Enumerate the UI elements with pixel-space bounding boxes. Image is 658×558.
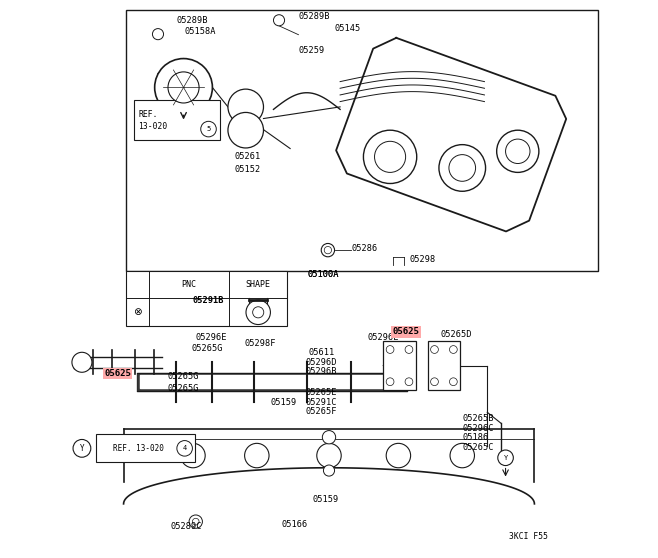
- Text: 05265G: 05265G: [192, 344, 223, 353]
- Text: ⊗: ⊗: [133, 307, 142, 318]
- Text: 05296C: 05296C: [463, 424, 494, 433]
- Bar: [428, 341, 460, 390]
- Circle shape: [405, 378, 413, 386]
- Polygon shape: [124, 429, 534, 504]
- Circle shape: [153, 28, 164, 40]
- Text: 05291B: 05291B: [193, 296, 224, 305]
- Circle shape: [322, 431, 336, 444]
- Circle shape: [324, 247, 332, 254]
- Text: 05100A: 05100A: [308, 270, 339, 279]
- Text: 4: 4: [182, 445, 187, 451]
- Circle shape: [324, 432, 334, 443]
- Text: SHAPE: SHAPE: [245, 280, 270, 289]
- Circle shape: [449, 378, 457, 386]
- Circle shape: [321, 243, 334, 257]
- Bar: [126, 271, 288, 326]
- Text: 05158A: 05158A: [185, 27, 216, 36]
- Text: 05296B: 05296B: [306, 367, 337, 376]
- Text: 05265G: 05265G: [168, 384, 199, 393]
- Text: 05152: 05152: [235, 165, 261, 174]
- Circle shape: [374, 141, 405, 172]
- Circle shape: [177, 441, 192, 456]
- Text: 3KCI F55: 3KCI F55: [509, 532, 548, 541]
- Text: 05298F: 05298F: [245, 339, 276, 348]
- Text: 13-020: 13-020: [138, 122, 167, 131]
- Text: 05296E: 05296E: [195, 333, 227, 342]
- Text: 05166: 05166: [282, 520, 308, 529]
- Circle shape: [192, 518, 199, 525]
- Bar: [96, 435, 195, 462]
- Text: Y: Y: [503, 455, 508, 461]
- Text: 05291C: 05291C: [306, 398, 337, 407]
- Text: 05159: 05159: [270, 398, 297, 407]
- Circle shape: [155, 59, 213, 116]
- Circle shape: [505, 139, 530, 163]
- Circle shape: [439, 145, 486, 191]
- Text: 05289B: 05289B: [299, 12, 330, 21]
- Text: 5: 5: [207, 126, 211, 132]
- Text: 05159: 05159: [313, 495, 339, 504]
- Circle shape: [449, 155, 476, 181]
- Circle shape: [73, 440, 91, 457]
- Circle shape: [386, 444, 411, 468]
- Text: 05100A: 05100A: [308, 270, 339, 279]
- Circle shape: [168, 72, 199, 103]
- Bar: [126, 9, 598, 271]
- Text: 05296E: 05296E: [368, 333, 399, 342]
- Circle shape: [449, 345, 457, 353]
- Circle shape: [498, 450, 513, 465]
- Text: 05265D: 05265D: [440, 330, 472, 339]
- Circle shape: [274, 15, 284, 26]
- Text: 05265C: 05265C: [463, 442, 494, 452]
- Text: 05296D: 05296D: [306, 358, 337, 367]
- Text: Y: Y: [80, 444, 84, 453]
- Circle shape: [201, 121, 216, 137]
- Circle shape: [497, 130, 539, 172]
- Text: 05625: 05625: [393, 327, 420, 336]
- Bar: [384, 341, 416, 390]
- Text: REF.: REF.: [138, 110, 157, 119]
- Circle shape: [316, 444, 342, 468]
- Circle shape: [430, 345, 438, 353]
- Text: 05186: 05186: [463, 434, 488, 442]
- Circle shape: [253, 307, 264, 318]
- Text: 05286: 05286: [351, 244, 378, 253]
- Text: 05261: 05261: [235, 152, 261, 161]
- Circle shape: [246, 300, 270, 325]
- Circle shape: [324, 465, 334, 476]
- Circle shape: [430, 378, 438, 386]
- Circle shape: [386, 378, 394, 386]
- Text: 05611: 05611: [309, 348, 335, 357]
- Polygon shape: [336, 38, 566, 232]
- Text: 05289C: 05289C: [171, 522, 202, 531]
- Text: PNC: PNC: [182, 280, 196, 289]
- Text: 05265F: 05265F: [306, 407, 337, 416]
- Text: 05259: 05259: [299, 46, 324, 55]
- Circle shape: [189, 515, 203, 528]
- Circle shape: [181, 444, 205, 468]
- Text: 05265B: 05265B: [463, 415, 494, 424]
- Circle shape: [405, 345, 413, 353]
- Text: 05289B: 05289B: [176, 16, 208, 25]
- Circle shape: [72, 352, 92, 372]
- Circle shape: [228, 89, 263, 124]
- Bar: [134, 100, 220, 140]
- Text: 05145: 05145: [334, 23, 361, 32]
- Text: 05625: 05625: [104, 369, 131, 378]
- Text: 05265G: 05265G: [168, 372, 199, 381]
- Circle shape: [386, 345, 394, 353]
- Circle shape: [363, 130, 417, 184]
- Circle shape: [228, 112, 263, 148]
- Text: REF. 13-020: REF. 13-020: [113, 444, 164, 453]
- Text: 05298: 05298: [409, 255, 436, 264]
- Circle shape: [245, 444, 269, 468]
- Text: 05265E: 05265E: [306, 388, 337, 397]
- Circle shape: [450, 444, 474, 468]
